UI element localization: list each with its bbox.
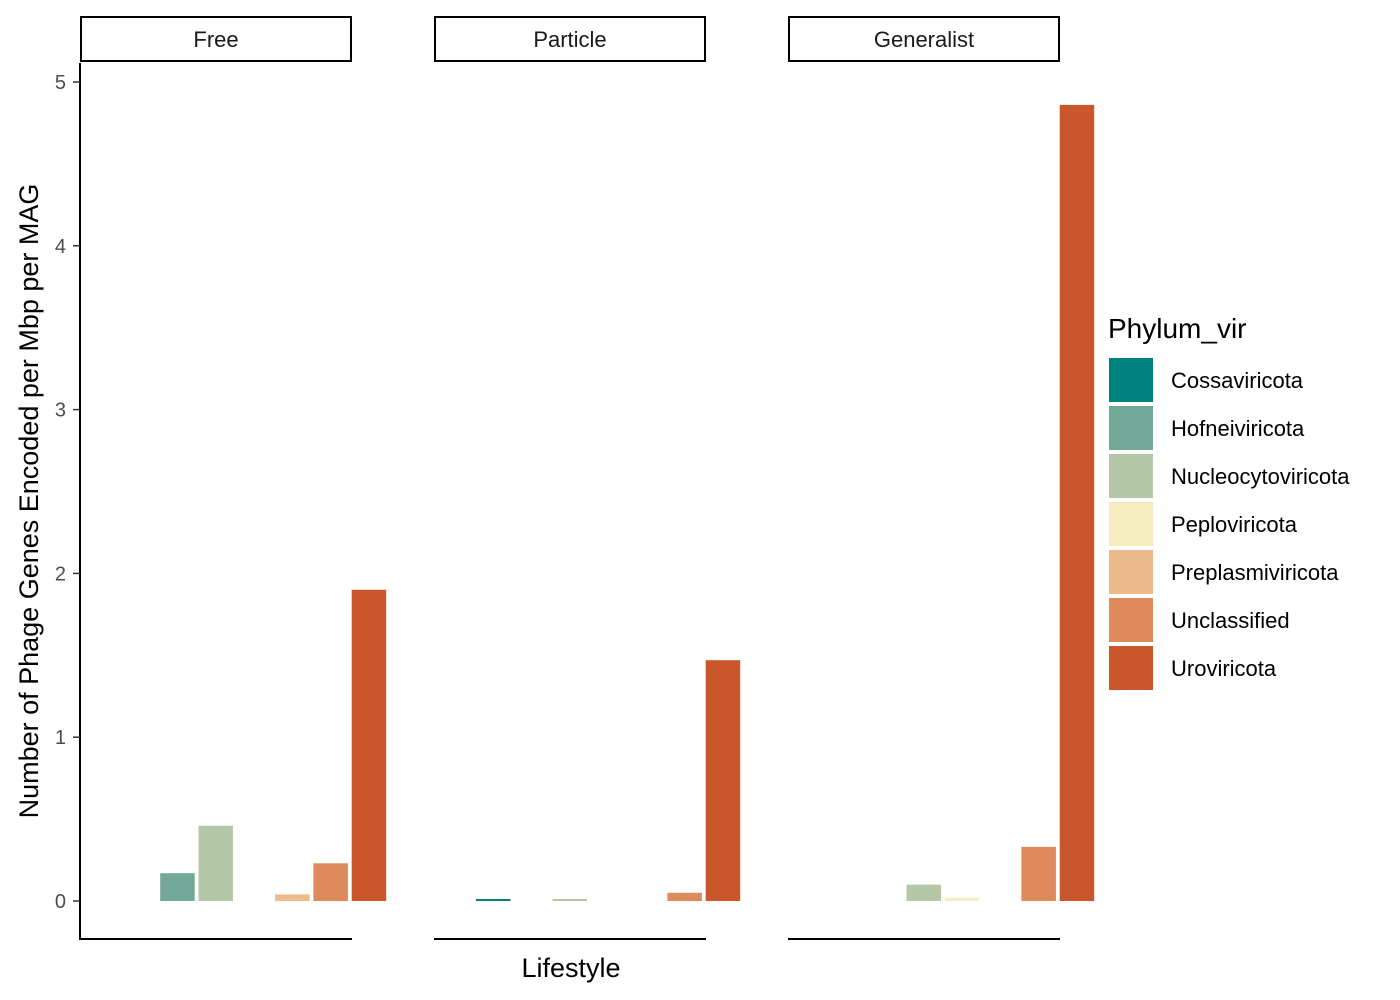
legend-swatch	[1109, 454, 1153, 498]
y-tick-label: 4	[55, 236, 66, 258]
facet-strip	[434, 16, 706, 62]
y-tick-label: 1	[55, 727, 66, 749]
facet-panel-generalist: Generalist Nucleocytoviricota: 0.1Peplovi…	[788, 16, 1095, 940]
x-axis-title: Lifestyle	[521, 953, 620, 983]
bar-particle-cossaviricota: Cossaviricota: 0.01	[475, 899, 511, 901]
bar-particle-uroviricota: Uroviricota: 1.47	[705, 660, 741, 901]
legend-item-unclassified: Unclassified	[1109, 598, 1290, 642]
bar-free-preplasmiviricota: Preplasmiviricota: 0.04	[275, 894, 310, 901]
y-axis: 0 1 2 3 4 5	[55, 63, 81, 940]
legend-label: Preplasmiviricota	[1171, 560, 1339, 585]
legend-item-uroviricota: Uroviricota	[1109, 646, 1277, 690]
legend-item-hofneiviricota: Hofneiviricota	[1109, 406, 1305, 450]
legend-item-nucleocytoviricota: Nucleocytoviricota	[1109, 454, 1350, 498]
bar-particle-unclassified: Unclassified: 0.05	[667, 892, 702, 901]
legend-item-cossaviricota: Cossaviricota	[1109, 358, 1304, 402]
legend-label: Cossaviricota	[1171, 368, 1304, 393]
y-tick-label: 2	[55, 563, 66, 585]
legend-label: Nucleocytoviricota	[1171, 464, 1350, 489]
y-tick-label: 0	[55, 891, 66, 913]
facet-strip	[80, 16, 352, 62]
legend-label: Hofneiviricota	[1171, 416, 1305, 441]
facet-panel-particle: Particle Cossaviricota: 0.01 Nucleocytovir…	[434, 16, 741, 940]
facet-panels: FreeHofneiviricota: 0.17Nucleocytovirico…	[80, 16, 1095, 940]
legend-label: Peploviricota	[1171, 512, 1298, 537]
legend-swatch	[1109, 646, 1153, 690]
bar-free-unclassified: Unclassified: 0.23	[313, 863, 348, 901]
y-tick-label: 5	[55, 72, 66, 94]
legend-item-preplasmiviricota: Preplasmiviricota	[1109, 550, 1339, 594]
facet-strip-label: Free	[193, 27, 238, 52]
bar-generalist-nucleocytoviricota: Nucleocytoviricota: 0.1	[906, 884, 941, 901]
bar-free-uroviricota: Uroviricota: 1.9	[351, 589, 387, 901]
legend-swatch	[1109, 406, 1153, 450]
legend: Phylum_vir Cossaviricota Hofneiviricota Nu…	[1108, 313, 1350, 690]
bar-free-nucleocytoviricota: Nucleocytoviricota: 0.46	[198, 825, 233, 901]
legend-title: Phylum_vir	[1108, 313, 1246, 344]
legend-label: Unclassified	[1171, 608, 1290, 633]
bar-particle-nucleocytoviricota: Nucleocytoviricota: 0.01	[552, 899, 587, 901]
facet-panel-free: Free Hofneiviricota: 0.17Nucleocytovirico…	[80, 16, 387, 940]
legend-swatch	[1109, 598, 1153, 642]
legend-item-peploviricota: Peploviricota	[1109, 502, 1298, 546]
facet-strip-label: Generalist	[874, 27, 974, 52]
y-axis-title: Number of Phage Genes Encoded per Mbp pe…	[14, 184, 44, 819]
bar-free-hofneiviricota: Hofneiviricota: 0.17	[160, 873, 195, 901]
legend-swatch	[1109, 502, 1153, 546]
bar-generalist-peploviricota: Peploviricota: 0.02	[944, 897, 980, 901]
y-tick-label: 3	[55, 400, 66, 422]
facet-strip-label: Particle	[533, 27, 606, 52]
facet-strip	[788, 16, 1060, 62]
legend-swatch	[1109, 550, 1153, 594]
bar-generalist-unclassified: Unclassified: 0.33	[1021, 846, 1056, 901]
bar-generalist-uroviricota: Uroviricota: 4.86	[1059, 104, 1095, 901]
legend-swatch	[1109, 358, 1153, 402]
legend-label: Uroviricota	[1171, 656, 1277, 681]
